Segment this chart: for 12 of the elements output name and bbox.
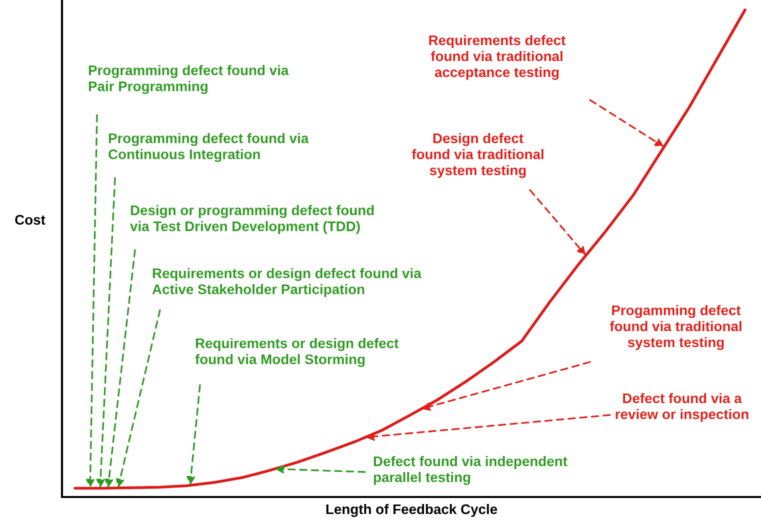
x-axis-title: Length of Feedback Cycle — [326, 504, 498, 517]
annotation: Design or programming defect found via Test Driven Development (TDD) — [130, 205, 374, 234]
y-axis-title: Cost — [15, 214, 46, 225]
annotation: Programming defect found via Continuous Integration — [108, 133, 309, 162]
annotation: Progamming defect found via traditional system testing — [610, 305, 742, 350]
annotation: Defect found via a review or inspection — [616, 393, 748, 422]
annotation: Requirements defect found via traditional acceptance testing — [429, 35, 566, 80]
annotation: Design defect found via traditional system testing — [412, 133, 544, 178]
annotation: Requirements or design defect found via Model Storming — [195, 338, 399, 368]
annotation: Defect found via independent parallel testing — [374, 456, 568, 485]
annotation: Requirements or design defect found via Active Stakeholder Participation — [152, 268, 422, 297]
annotation: Programming defect found via Pair Programming — [88, 65, 289, 94]
